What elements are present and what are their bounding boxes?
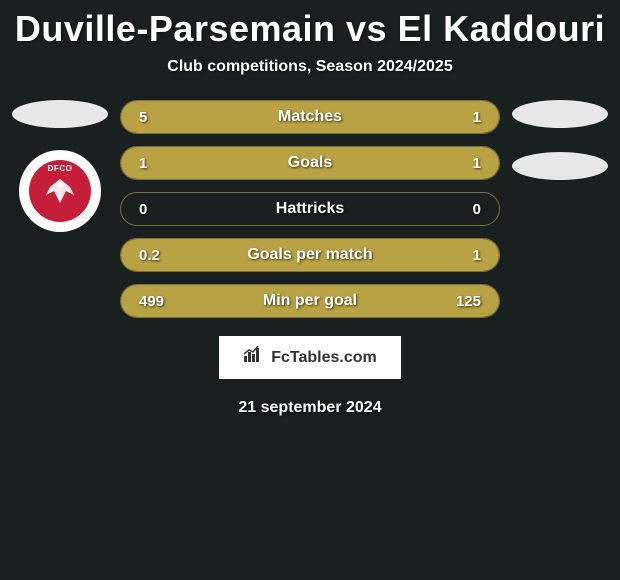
stat-value-left: 1 <box>139 155 147 172</box>
stat-value-right: 1 <box>473 247 481 264</box>
bar-chart-icon <box>243 346 263 369</box>
stat-value-right: 125 <box>456 293 481 310</box>
stat-label: Matches <box>278 108 342 126</box>
stat-label: Hattricks <box>276 200 344 218</box>
right-team-ellipse-1 <box>512 100 608 128</box>
left-team-badge-text: DFCO <box>48 164 73 173</box>
stat-label: Min per goal <box>263 292 357 310</box>
root: Duville-Parsemain vs El Kaddouri Club co… <box>0 0 620 417</box>
left-team-col: DFCO <box>10 100 110 232</box>
brand-text: FcTables.com <box>271 349 377 367</box>
stat-label: Goals <box>288 154 332 172</box>
stat-value-left: 5 <box>139 109 147 126</box>
stat-value-right: 1 <box>473 109 481 126</box>
left-team-badge-inner: DFCO <box>29 160 91 222</box>
stat-fill-right <box>435 101 499 133</box>
left-team-badge: DFCO <box>19 150 101 232</box>
stat-value-left: 499 <box>139 293 164 310</box>
stat-value-right: 0 <box>473 201 481 218</box>
stat-bar: 5 1 Matches <box>120 100 500 134</box>
stat-bar: 0 0 Hattricks <box>120 192 500 226</box>
stat-fill-right <box>310 147 499 179</box>
eagle-icon <box>42 175 78 211</box>
stats-column: 5 1 Matches 1 1 Goals 0 0 Hattricks 0.2 1 Goals per… <box>120 100 500 318</box>
stat-label: Goals per match <box>247 246 372 264</box>
page-title: Duville-Parsemain vs El Kaddouri <box>0 0 620 58</box>
stat-bar: 0.2 1 Goals per match <box>120 238 500 272</box>
stat-value-left: 0.2 <box>139 247 160 264</box>
stat-bar: 1 1 Goals <box>120 146 500 180</box>
left-team-ellipse <box>12 100 108 128</box>
stat-fill-left <box>121 147 310 179</box>
stat-value-right: 1 <box>473 155 481 172</box>
stat-value-left: 0 <box>139 201 147 218</box>
footer: FcTables.com 21 september 2024 <box>0 336 620 417</box>
right-team-col <box>510 100 610 180</box>
page-subtitle: Club competitions, Season 2024/2025 <box>0 58 620 100</box>
right-team-ellipse-2 <box>512 152 608 180</box>
stat-bar: 499 125 Min per goal <box>120 284 500 318</box>
comparison-row: DFCO 5 1 Matches 1 1 Goals 0 0 Hattricks 0.2 1 Goal… <box>0 100 620 318</box>
brand-box[interactable]: FcTables.com <box>219 336 401 379</box>
footer-date: 21 september 2024 <box>0 399 620 417</box>
